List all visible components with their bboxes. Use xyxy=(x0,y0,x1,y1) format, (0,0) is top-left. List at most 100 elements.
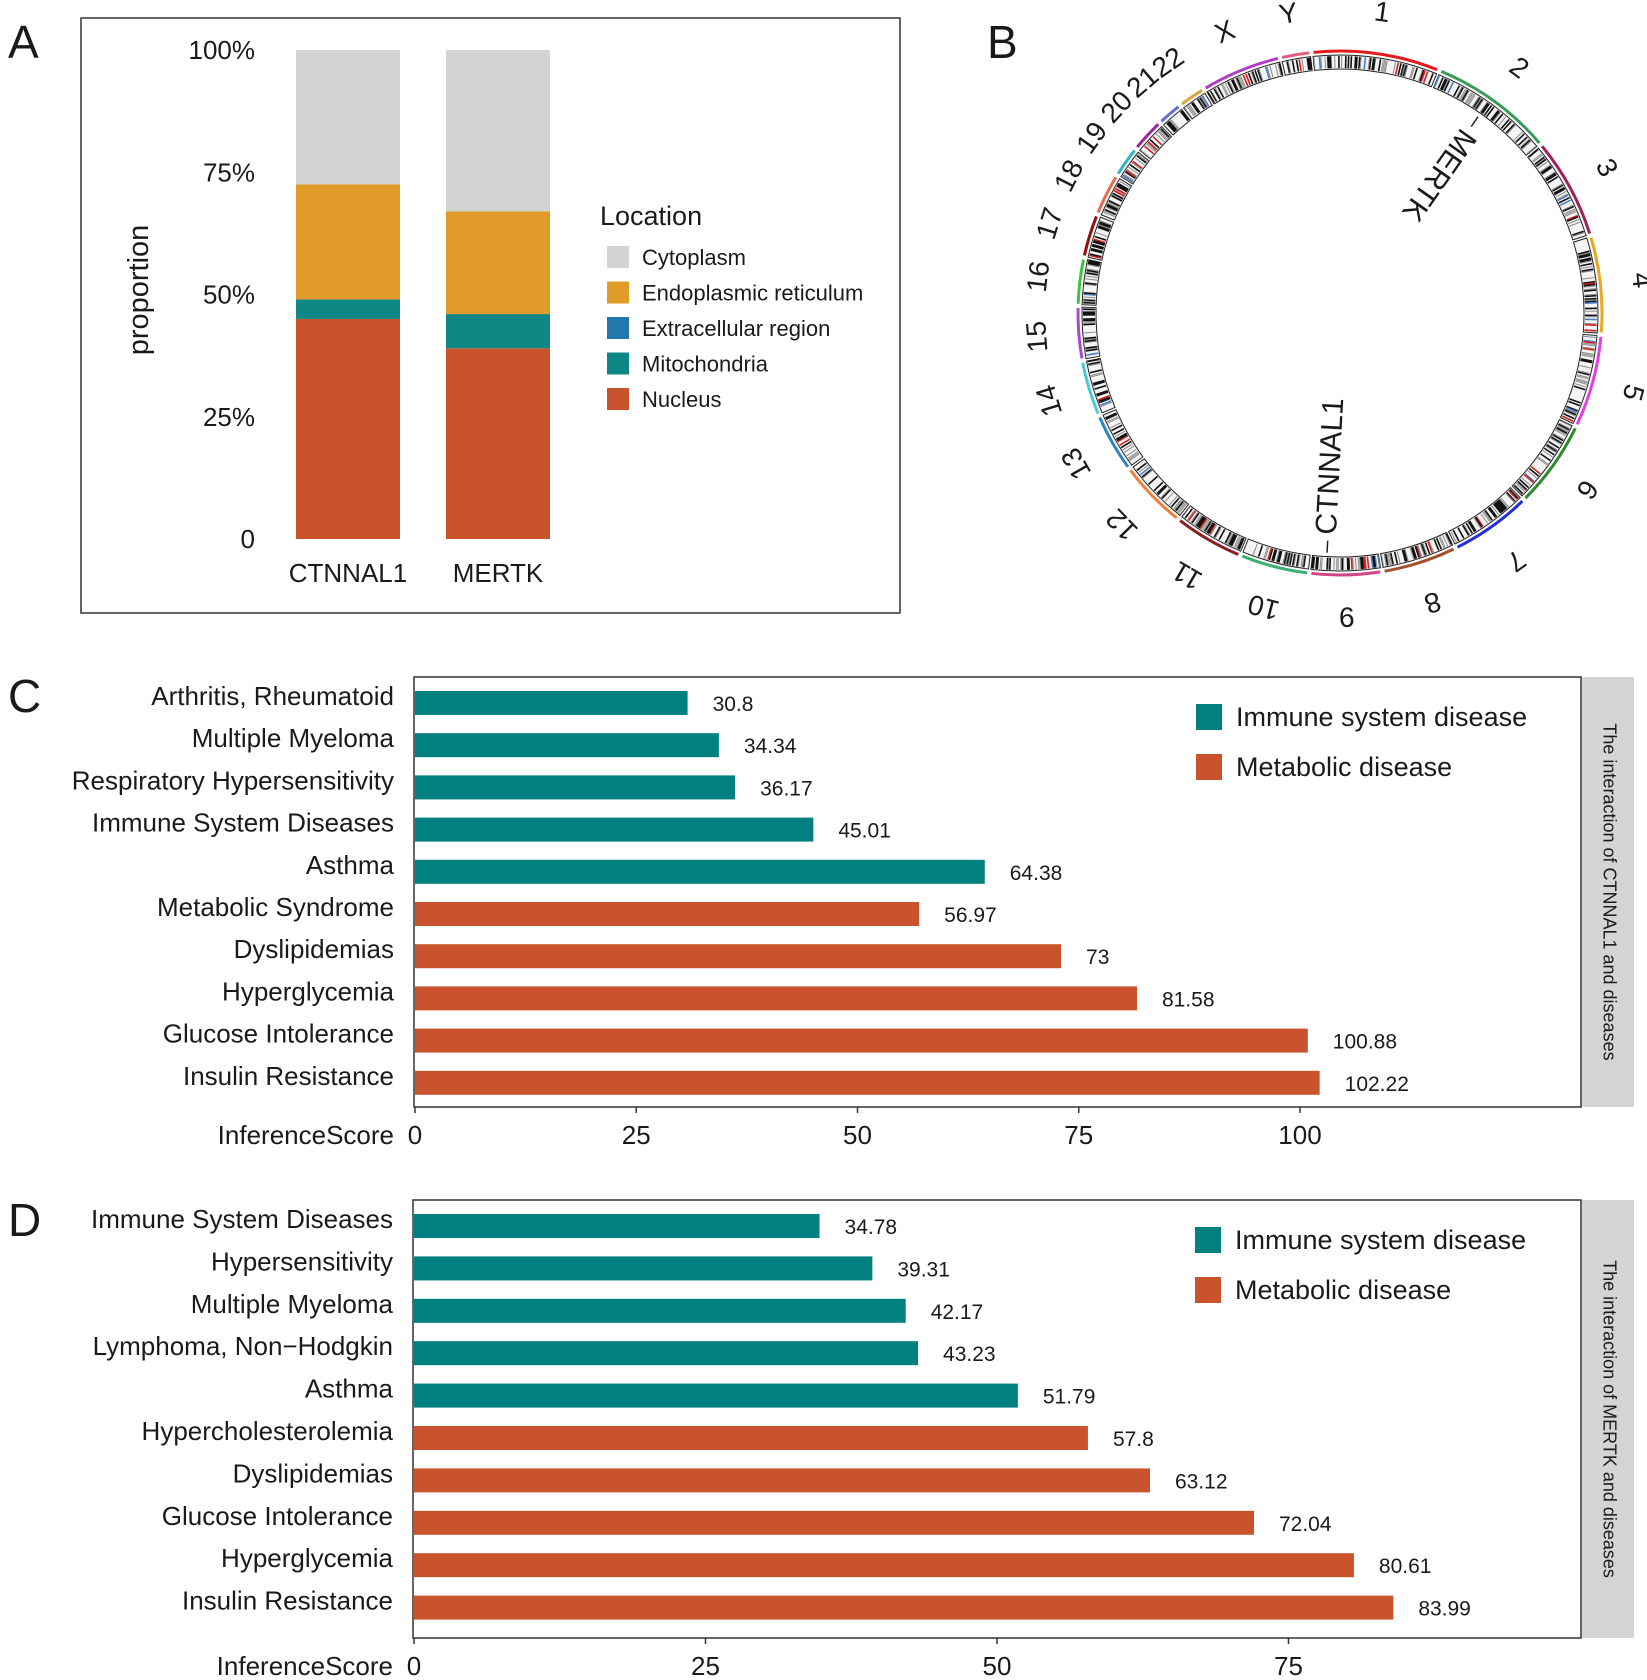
cytoband xyxy=(1540,165,1552,174)
cytoband xyxy=(1444,534,1451,546)
cytoband xyxy=(1116,185,1128,193)
cytoband xyxy=(1494,113,1504,124)
cytoband xyxy=(1361,556,1364,570)
cytoband xyxy=(1190,512,1199,523)
cytoband xyxy=(1359,56,1362,69)
cytoband xyxy=(1420,543,1427,556)
cytoband xyxy=(1373,555,1377,568)
cytoband xyxy=(1473,517,1482,529)
cytoband xyxy=(1515,133,1525,143)
cytoband xyxy=(1392,61,1397,74)
cytoband xyxy=(1210,524,1218,536)
cytoband xyxy=(1455,86,1463,98)
cytoband xyxy=(1563,208,1576,215)
cytoband xyxy=(1553,433,1564,440)
chromosome-label-9: 9 xyxy=(1339,601,1355,632)
cytoband xyxy=(1157,131,1167,141)
cytoband xyxy=(1293,553,1297,566)
category-label: Hypersensitivity xyxy=(211,1246,393,1276)
cytoband xyxy=(1232,79,1239,91)
chromosome-arc-7 xyxy=(1456,500,1524,549)
cytoband xyxy=(1083,323,1096,326)
category-label: Glucose Intolerance xyxy=(162,1501,393,1531)
cytoband xyxy=(1410,547,1416,560)
chromosome-label-2: 2 xyxy=(1504,50,1535,84)
cytoband xyxy=(1468,520,1477,532)
cytoband xyxy=(1227,533,1234,545)
chromosome-arc-3 xyxy=(1540,145,1592,235)
chromosome-label-13: 13 xyxy=(1055,443,1097,485)
cytoband xyxy=(1184,508,1194,519)
cytoband xyxy=(1476,99,1484,111)
cytoband xyxy=(1520,139,1531,149)
cytoband xyxy=(1496,500,1506,512)
cytoband xyxy=(1581,268,1594,272)
cytoband xyxy=(1564,211,1577,217)
cytoband xyxy=(1411,546,1418,559)
chromosome-arc-22 xyxy=(1180,89,1203,106)
data-label: 81.58 xyxy=(1162,988,1215,1011)
cytoband xyxy=(1372,58,1376,71)
cytoband xyxy=(1128,166,1139,175)
cytoband xyxy=(1474,516,1483,528)
cytoband xyxy=(1552,434,1564,442)
cytoband xyxy=(1169,120,1179,130)
cytoband xyxy=(1486,106,1495,118)
cytoband xyxy=(1098,397,1111,404)
cytoband xyxy=(1526,146,1537,155)
x-axis-title: InferenceScore xyxy=(218,1120,394,1150)
bar-hypersensitivity xyxy=(414,1256,873,1281)
data-label: 63.12 xyxy=(1175,1470,1228,1493)
category-label: Hyperglycemia xyxy=(221,1543,393,1573)
cytoband xyxy=(1466,92,1474,104)
cytoband xyxy=(1428,541,1435,553)
chromosome-label-14: 14 xyxy=(1029,381,1068,420)
cytoband xyxy=(1111,193,1123,201)
cytoband xyxy=(1483,510,1492,522)
data-label: 64.38 xyxy=(1010,862,1063,885)
cytoband xyxy=(1326,557,1329,570)
cytoband xyxy=(1410,66,1416,79)
cytoband xyxy=(1198,517,1207,529)
cytoband xyxy=(1086,269,1099,274)
cytoband xyxy=(1113,189,1125,198)
cytoband xyxy=(1300,555,1304,568)
cytoband xyxy=(1085,345,1098,349)
cytoband xyxy=(1197,516,1205,528)
cytoband xyxy=(1104,210,1116,216)
cytoband xyxy=(1084,340,1097,344)
cytoband xyxy=(1105,206,1118,213)
cytoband xyxy=(1584,297,1597,300)
cytoband xyxy=(1545,172,1557,181)
cytoband xyxy=(1350,557,1353,570)
cytoband xyxy=(1487,507,1497,519)
cytoband xyxy=(1276,550,1282,563)
cytoband xyxy=(1126,448,1137,457)
cytoband xyxy=(1437,77,1444,89)
cytoband xyxy=(1543,447,1555,456)
cytoband xyxy=(1384,553,1389,566)
chromosome-arc-8 xyxy=(1384,547,1455,573)
cytoband xyxy=(1357,557,1360,570)
cytoband xyxy=(1512,485,1523,496)
cytoband xyxy=(1193,514,1202,525)
cytoband xyxy=(1201,95,1210,107)
legend-label: Endoplasmic reticulum xyxy=(642,281,863,306)
cytoband xyxy=(1565,408,1577,414)
chromosome-arc-11 xyxy=(1179,519,1239,556)
cytoband xyxy=(1092,241,1105,246)
bar-metabolic-syndrome xyxy=(415,902,920,926)
legend-label: Immune system disease xyxy=(1235,1225,1526,1255)
cytoband xyxy=(1575,380,1588,385)
panel-label-c: C xyxy=(8,670,41,722)
chromosome-arc-18 xyxy=(1096,176,1118,214)
cytoband xyxy=(1380,554,1385,567)
cytoband xyxy=(1187,510,1197,522)
cytoband xyxy=(1558,196,1570,204)
cytoband xyxy=(1097,225,1110,231)
cytoband xyxy=(1083,331,1096,334)
legend-swatch-metabolic xyxy=(1195,1277,1221,1303)
cytoband xyxy=(1136,155,1147,164)
category-label: Insulin Resistance xyxy=(182,1586,393,1616)
